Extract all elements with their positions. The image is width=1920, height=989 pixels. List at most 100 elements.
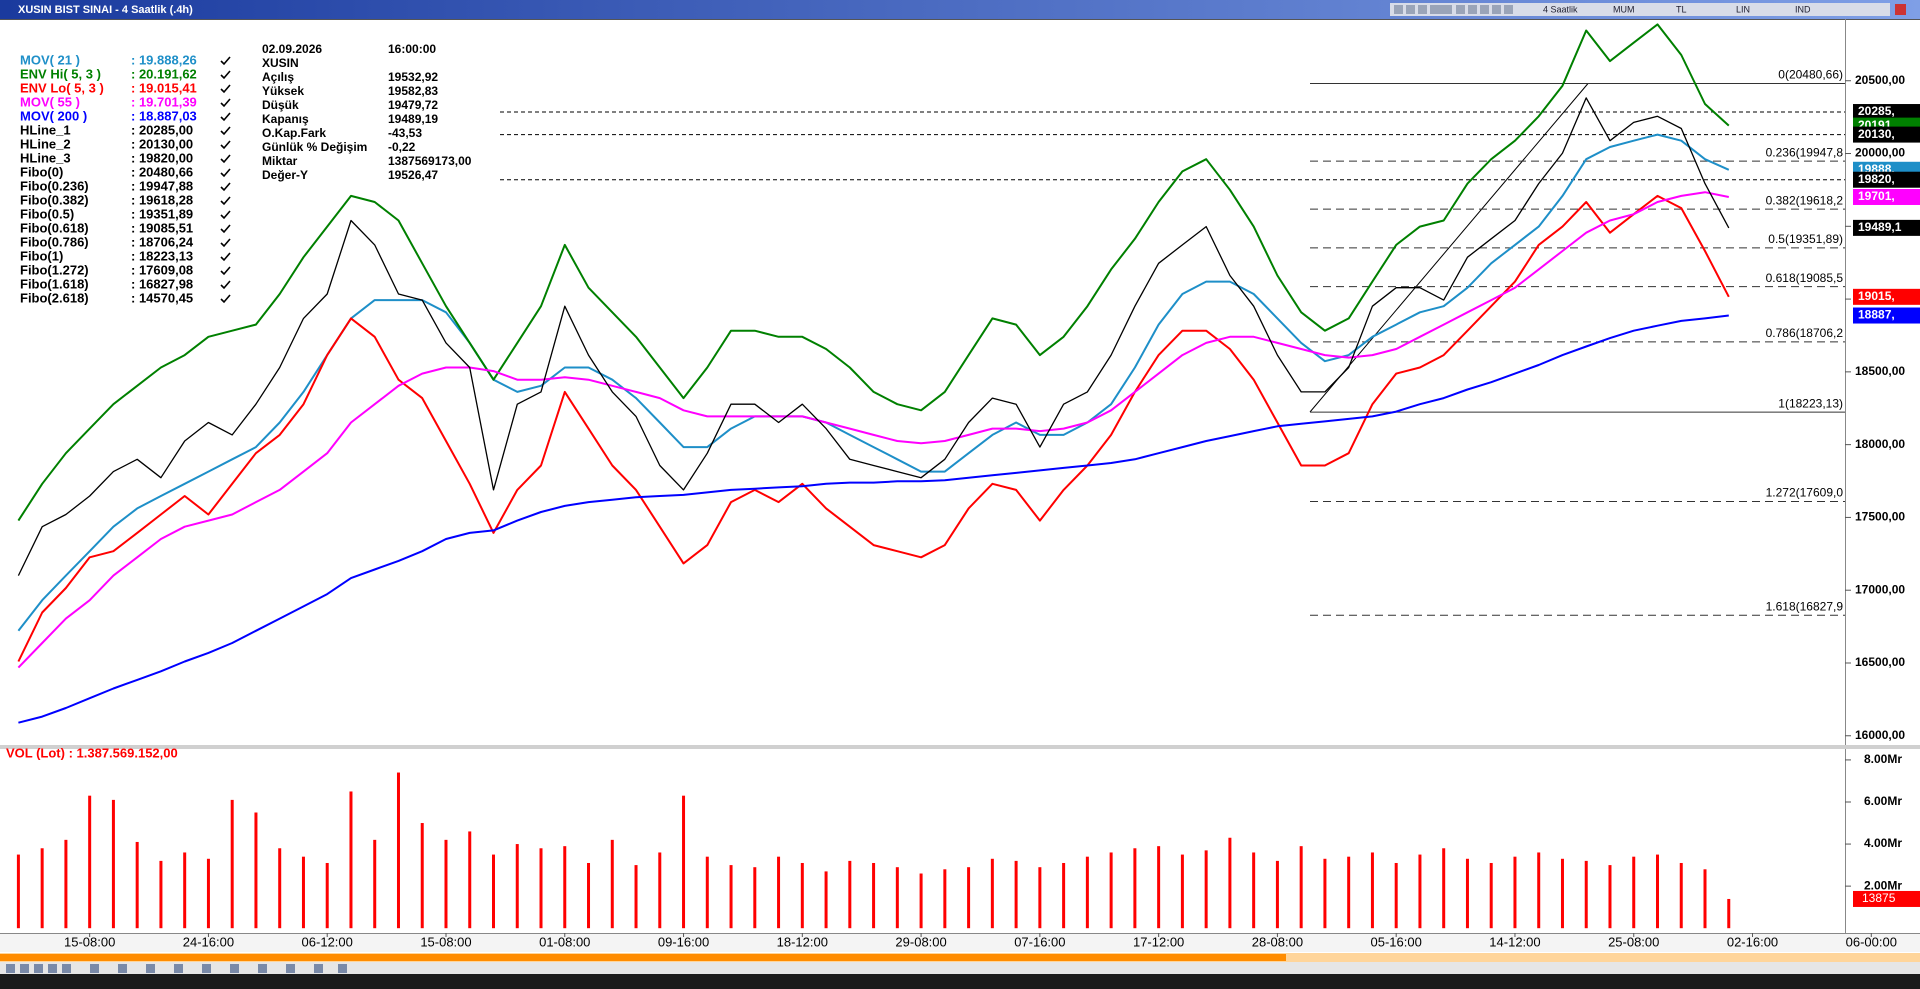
volume-bar xyxy=(1418,854,1422,929)
volume-bar xyxy=(1394,862,1398,929)
volume-bar xyxy=(1442,848,1446,929)
toolbar-label: LIN xyxy=(1736,4,1750,14)
fib-label: 0.382(19618,2 xyxy=(1766,193,1844,207)
info-label: Miktar xyxy=(262,154,298,168)
toolbar-label: MUM xyxy=(1613,4,1635,14)
volume-tag-label: 13875 xyxy=(1862,891,1896,905)
volume-bar xyxy=(1537,852,1541,929)
volume-bar xyxy=(206,858,210,929)
legend-value: : 19085,51 xyxy=(131,220,193,235)
volume-bar xyxy=(1180,854,1184,929)
x-tick-label: 06-00:00 xyxy=(1846,934,1897,949)
legend-check xyxy=(220,98,231,108)
legend-check xyxy=(220,154,231,164)
legend-check xyxy=(220,266,231,276)
legend-check xyxy=(220,238,231,248)
x-tick-label: 06-12:00 xyxy=(302,934,353,949)
legend-name: HLine_2 xyxy=(20,136,71,151)
legend-name: MOV( 200 ) xyxy=(20,108,87,123)
volume-bar xyxy=(159,860,163,929)
legend-name: ENV Hi( 5, 3 ) xyxy=(20,66,101,81)
info-value: 19532,92 xyxy=(388,70,438,84)
price-tag-label: 19015, xyxy=(1858,289,1895,303)
volume-bar xyxy=(848,860,852,929)
toolbar-label: TL xyxy=(1676,4,1687,14)
legend-name: Fibo(0.382) xyxy=(20,192,89,207)
legend-name: HLine_1 xyxy=(20,122,71,137)
x-tick-label: 29-08:00 xyxy=(895,934,946,949)
legend-name: MOV( 21 ) xyxy=(20,52,80,67)
legend-check xyxy=(220,210,231,220)
toolbar xyxy=(1390,3,1890,16)
x-tick-label: 17-12:00 xyxy=(1133,934,1184,949)
legend-name: Fibo(0.236) xyxy=(20,178,89,193)
volume-bar xyxy=(301,856,305,929)
x-tick-label: 09-16:00 xyxy=(658,934,709,949)
scroll-thumb[interactable] xyxy=(0,954,1286,961)
legend-name: HLine_3 xyxy=(20,150,71,165)
close-button[interactable] xyxy=(1895,4,1906,15)
volume-bar xyxy=(1014,860,1018,929)
volume-bar xyxy=(64,839,68,929)
info-label: Yüksek xyxy=(262,84,304,98)
volume-bar xyxy=(872,862,876,929)
x-tick-label: 07-16:00 xyxy=(1014,934,1065,949)
volume-bar xyxy=(444,839,448,929)
volume-bar xyxy=(824,871,828,929)
info-label: Değer-Y xyxy=(262,168,308,182)
volume-bar xyxy=(468,831,472,929)
volume-bar xyxy=(610,839,614,929)
volume-bar xyxy=(1703,869,1707,929)
volume-bar xyxy=(943,869,947,929)
x-tick-label: 15-08:00 xyxy=(420,934,471,949)
price-tag xyxy=(1853,126,1920,143)
info-date: 02.09.2026 xyxy=(262,42,322,56)
volume-bar xyxy=(705,856,709,929)
bottom-icons xyxy=(6,964,347,973)
fib-label: 0.5(19351,89) xyxy=(1768,232,1843,246)
price-tag-label: 20130, xyxy=(1858,127,1895,141)
y-tick-label: 16500,00 xyxy=(1855,655,1905,669)
volume-bar xyxy=(1275,860,1279,929)
legend-check xyxy=(220,182,231,192)
legend-name: Fibo(1) xyxy=(20,248,63,263)
legend-check xyxy=(220,140,231,150)
x-tick-label: 15-08:00 xyxy=(64,934,115,949)
volume-bar xyxy=(1727,898,1731,929)
bottom-toolbar xyxy=(0,962,1920,974)
toolbar-label: IND xyxy=(1795,4,1811,14)
legend-value: : 19618,28 xyxy=(131,192,193,207)
volume-bar xyxy=(800,862,804,929)
volume-bar xyxy=(1608,865,1612,929)
legend-name: Fibo(0) xyxy=(20,164,63,179)
legend-name: Fibo(0.618) xyxy=(20,220,89,235)
legend-value: : 19947,88 xyxy=(131,178,193,193)
price-tag xyxy=(1853,307,1920,324)
legend-check xyxy=(220,224,231,234)
volume-bar xyxy=(990,858,994,929)
volume-bar xyxy=(895,867,899,929)
toolbar-label: 4 Saatlik xyxy=(1543,4,1578,14)
volume-bar xyxy=(1228,837,1232,929)
info-value: 1387569173,00 xyxy=(388,154,472,168)
y-tick-label: 20500,00 xyxy=(1855,73,1905,87)
panel-separator xyxy=(0,745,1920,749)
window-title: XUSIN BIST SINAI - 4 Saatlik (.4h) xyxy=(18,4,193,16)
volume-bar xyxy=(1109,852,1113,929)
info-label: Açılış xyxy=(262,70,294,84)
volume-bar xyxy=(919,873,923,929)
volume-bar xyxy=(1370,852,1374,929)
toolbar-icons xyxy=(1394,5,1513,14)
legend-value: : 19820,00 xyxy=(131,150,193,165)
x-tick-label: 18-12:00 xyxy=(777,934,828,949)
volume-bar xyxy=(111,799,115,929)
volume-bar xyxy=(325,862,329,929)
y-tick-label: 8.00Mr xyxy=(1864,752,1902,766)
price-tag-label: 19701, xyxy=(1858,189,1895,203)
x-tick-label: 01-08:00 xyxy=(539,934,590,949)
legend-value: : 19.888,26 xyxy=(131,52,197,67)
legend-name: MOV( 55 ) xyxy=(20,94,80,109)
volume-bar xyxy=(1252,852,1256,929)
volume-bar xyxy=(1323,858,1327,929)
